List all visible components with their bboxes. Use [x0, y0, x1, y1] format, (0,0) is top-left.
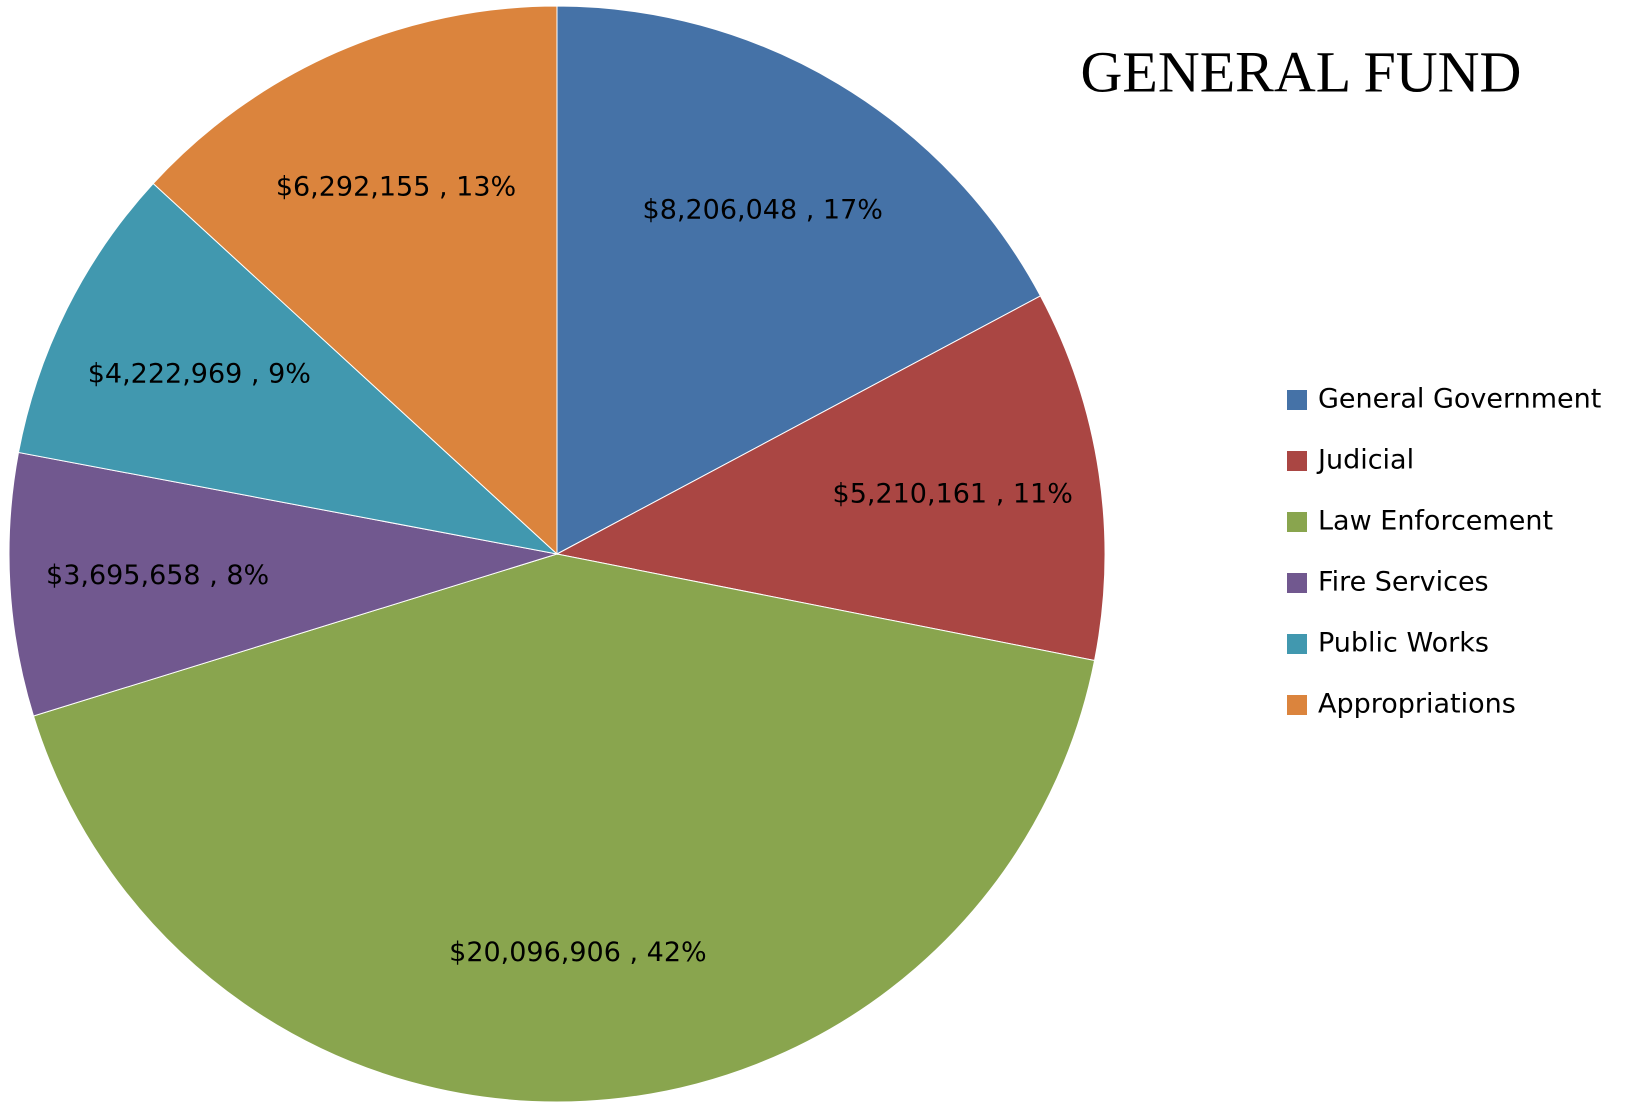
pie-slice — [555, 295, 1106, 662]
legend-label: Judicial — [1316, 445, 1414, 476]
data-label: $5,210,161 , 11% — [833, 479, 1073, 510]
legend-swatch — [1287, 390, 1307, 410]
pie-slice — [32, 553, 1096, 1103]
data-label: $6,292,155 , 13% — [276, 171, 516, 202]
pie-slice — [8, 451, 558, 717]
legend-label: Law Enforcement — [1318, 506, 1553, 537]
pie-slice — [556, 5, 1042, 555]
legend-swatch — [1287, 573, 1307, 593]
data-label: $20,096,906 , 42% — [449, 937, 707, 968]
legend-swatch — [1287, 634, 1307, 654]
pie-slice — [152, 5, 558, 556]
legend-label: Public Works — [1318, 628, 1489, 659]
pie-slice — [17, 182, 559, 555]
legend-label: General Government — [1318, 384, 1601, 415]
legend-swatch — [1287, 695, 1307, 715]
chart-title: GENERAL FUND — [1081, 39, 1522, 104]
legend-swatch — [1287, 451, 1307, 471]
data-label: $8,206,048 , 17% — [643, 194, 883, 225]
data-label: $3,695,658 , 8% — [46, 560, 269, 591]
data-label: $4,222,969 , 9% — [88, 358, 311, 389]
legend-swatch — [1287, 512, 1307, 532]
legend-label: Fire Services — [1318, 567, 1489, 598]
legend-label: Appropriations — [1318, 689, 1516, 720]
